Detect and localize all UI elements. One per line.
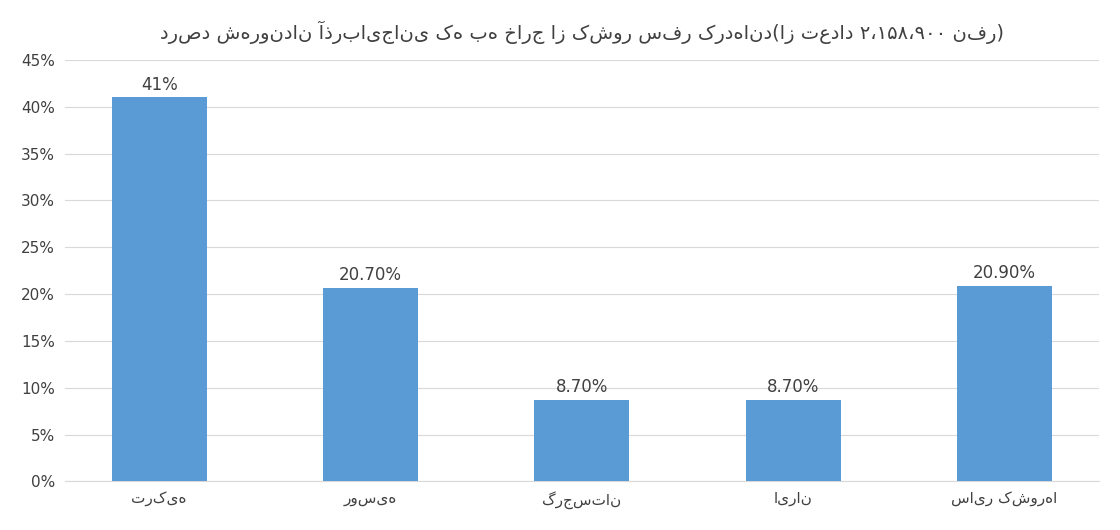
Bar	[956, 286, 1052, 481]
Bar	[534, 400, 629, 481]
Text: 41%: 41%	[141, 76, 177, 94]
Text: 20.70%: 20.70%	[339, 266, 402, 284]
Bar	[323, 288, 418, 481]
Bar	[746, 400, 841, 481]
Title: درصد شهروندان آذربایجانی که به خارج از کشور سفر کردهاند(از تعداد ۲،۱۵۸،۹۰۰ نفر): درصد شهروندان آذربایجانی که به خارج از ک…	[160, 21, 1004, 44]
Text: 8.70%: 8.70%	[556, 378, 608, 396]
Text: 8.70%: 8.70%	[767, 378, 820, 396]
Bar	[112, 98, 207, 481]
Text: 20.90%: 20.90%	[973, 264, 1036, 282]
